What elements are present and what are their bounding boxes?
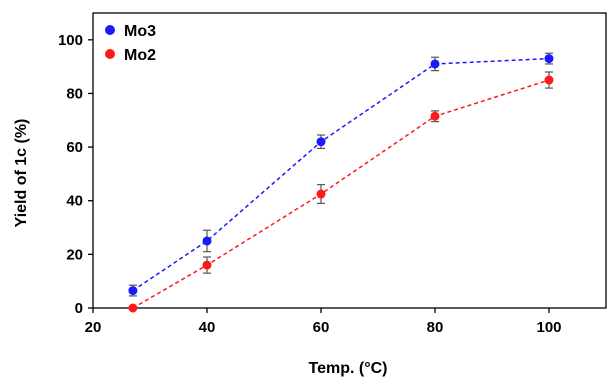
plot-area <box>92 12 607 309</box>
y-tick-label: 40 <box>66 193 83 210</box>
data-point-mo2 <box>202 260 212 270</box>
series-line-mo2 <box>132 79 550 309</box>
y-tick-label: 100 <box>58 32 83 49</box>
data-point-mo2 <box>544 75 554 85</box>
plot-frame <box>92 12 607 309</box>
data-point-mo2 <box>430 111 440 121</box>
data-point-mo3 <box>430 59 440 69</box>
x-tick-label: 40 <box>199 319 216 336</box>
x-tick-label: 100 <box>536 319 561 336</box>
legend-marker-mo2 <box>105 49 115 59</box>
y-tick-label: 60 <box>66 139 83 156</box>
data-point-mo3 <box>202 236 212 246</box>
data-point-mo3 <box>316 137 326 147</box>
data-point-mo3 <box>128 286 138 296</box>
y-tick-label: 20 <box>66 246 83 263</box>
x-tick-label: 60 <box>313 319 330 336</box>
x-tick-label: 80 <box>427 319 444 336</box>
series-mo2 <box>128 71 554 313</box>
x-axis-title: Temp. (°C) <box>309 360 388 377</box>
legend-label-mo3: Mo3 <box>124 23 156 40</box>
y-tick-label: 80 <box>66 85 83 102</box>
legend-marker-mo3 <box>105 25 115 35</box>
legend-label-mo2: Mo2 <box>124 47 156 64</box>
series-layer <box>128 52 554 313</box>
x-tick-label: 20 <box>85 319 102 336</box>
series-line-mo3 <box>132 57 550 292</box>
y-axis-title: Yield of 1c (%) <box>13 119 30 228</box>
data-point-mo3 <box>544 54 554 64</box>
y-tick-label: 0 <box>75 300 83 317</box>
data-point-mo2 <box>128 303 138 313</box>
data-point-mo2 <box>316 189 326 199</box>
series-mo3 <box>128 52 554 297</box>
